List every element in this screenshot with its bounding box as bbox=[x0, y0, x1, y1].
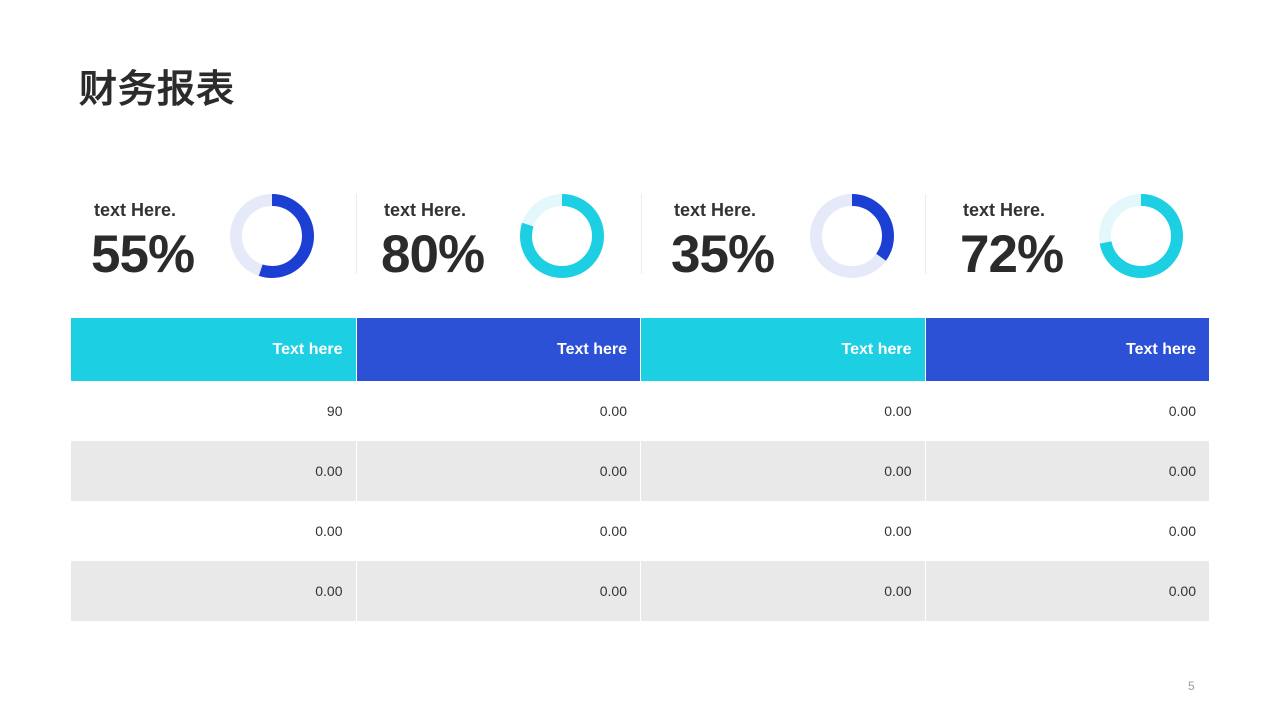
donut-chart bbox=[520, 194, 604, 278]
table-header-row: Text here Text here Text here Text here bbox=[71, 318, 1209, 381]
financial-table: Text here Text here Text here Text here … bbox=[71, 318, 1209, 621]
table-cell: 0.00 bbox=[924, 561, 1210, 621]
stat-value: 72% bbox=[960, 225, 1064, 284]
stat-value: 55% bbox=[91, 225, 195, 284]
donut-chart bbox=[1099, 194, 1183, 278]
table-cell: 0.00 bbox=[884, 403, 912, 419]
stat-label: text Here. bbox=[963, 200, 1046, 220]
table-cell: 0.00 bbox=[315, 523, 343, 539]
table-cell: 0.00 bbox=[1168, 523, 1196, 539]
table-cell: 0.00 bbox=[599, 523, 627, 539]
donut-value-arc bbox=[520, 194, 604, 278]
page-title: 财务报表 bbox=[79, 67, 236, 111]
stats-row: text Here. 55% text Here. 80% text Here.… bbox=[71, 190, 1209, 286]
table-header-cell: Text here bbox=[640, 318, 925, 381]
table-cell: 0.00 bbox=[315, 583, 343, 599]
stat-card: text Here. 72% bbox=[925, 190, 1225, 286]
table-row: 90 0.00 0.00 0.00 bbox=[71, 381, 1209, 441]
stat-value: 80% bbox=[381, 225, 485, 284]
stat-card: text Here. 55% bbox=[71, 190, 356, 286]
divider bbox=[641, 194, 642, 274]
table-header-cell: Text here bbox=[71, 318, 356, 381]
stat-label: text Here. bbox=[384, 200, 467, 220]
donut-value-arc bbox=[230, 194, 314, 278]
page-number: 5 bbox=[1188, 679, 1195, 693]
table-cell: 0.00 bbox=[599, 403, 627, 419]
table-cell: 90 bbox=[326, 403, 343, 419]
table-row: 0.00 0.00 0.00 0.00 bbox=[71, 501, 1209, 561]
table-cell: 0.00 bbox=[355, 441, 641, 501]
table-cell: 0.00 bbox=[884, 523, 912, 539]
table-cell: 0.00 bbox=[355, 561, 641, 621]
table-header-cell: Text here bbox=[924, 318, 1209, 381]
divider bbox=[925, 194, 926, 274]
table-header-cell: Text here bbox=[355, 318, 640, 381]
stat-card: text Here. 35% bbox=[641, 190, 936, 286]
stat-label: text Here. bbox=[94, 200, 177, 220]
donut-chart bbox=[810, 194, 894, 278]
table-cell: 0.00 bbox=[640, 561, 925, 621]
donut-chart bbox=[230, 194, 314, 278]
donut-value-arc bbox=[810, 194, 894, 278]
table-cell: 0.00 bbox=[924, 441, 1210, 501]
table-cell: 0.00 bbox=[315, 463, 343, 479]
divider bbox=[356, 194, 357, 274]
table-row: 0.00 0.00 0.00 0.00 bbox=[71, 561, 1209, 621]
donut-value-arc bbox=[1099, 194, 1183, 278]
table-cell: 0.00 bbox=[640, 441, 925, 501]
stat-label: text Here. bbox=[674, 200, 757, 220]
stat-card: text Here. 80% bbox=[356, 190, 646, 286]
table-cell: 0.00 bbox=[1168, 403, 1196, 419]
stat-value: 35% bbox=[671, 225, 775, 284]
table-row: 0.00 0.00 0.00 0.00 bbox=[71, 441, 1209, 501]
